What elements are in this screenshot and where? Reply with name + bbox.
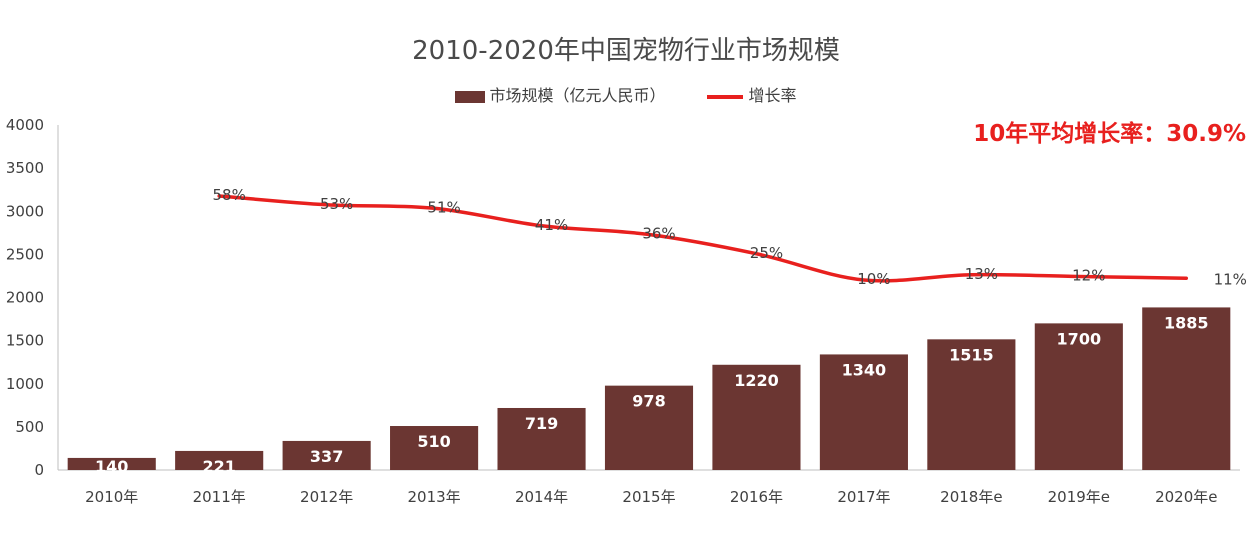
- bar: [282, 440, 371, 470]
- growth-rate-label: 25%: [750, 244, 783, 262]
- bar-value-label: 1340: [842, 360, 887, 379]
- chart-title: 2010-2020年中国宠物行业市场规模: [412, 36, 840, 66]
- bar: [497, 407, 586, 470]
- bar-value-label: 140: [95, 457, 128, 476]
- bar-value-label: 978: [632, 392, 665, 411]
- bar-value-label: 337: [310, 447, 343, 466]
- bar-value-label: 1700: [1057, 329, 1102, 348]
- bar: [67, 457, 156, 470]
- growth-rate-label: 51%: [427, 198, 460, 216]
- growth-rate-line: [217, 194, 1189, 283]
- bar: [712, 364, 801, 470]
- y-tick-label: 1500: [6, 332, 44, 350]
- legend-line-swatch: [706, 94, 743, 99]
- x-tick-label: 2014年: [515, 488, 568, 506]
- x-tick-label: 2010年: [85, 488, 138, 506]
- legend: 市场规模（亿元人民币） 增长率: [0, 82, 1252, 106]
- bar: [927, 339, 1016, 470]
- legend-bar-swatch: [455, 90, 486, 103]
- average-growth-annotation: 10年平均增长率：30.9%: [973, 121, 1246, 147]
- bar-value-label: 1220: [734, 371, 779, 390]
- x-tick-label: 2012年: [300, 488, 353, 506]
- x-tick-label: 2019年e: [1048, 488, 1110, 506]
- growth-rate-label: 10%: [857, 270, 890, 288]
- y-tick-label: 3500: [6, 159, 44, 177]
- bar-value-label: 1885: [1164, 313, 1209, 332]
- legend-item-market-size: 市场规模（亿元人民币）: [455, 82, 665, 106]
- growth-rate-label: 53%: [320, 195, 353, 213]
- legend-label-growth-rate: 增长率: [748, 86, 797, 105]
- x-tick-label: 2011年: [193, 488, 246, 506]
- growth-rate-label: 12%: [1072, 267, 1105, 285]
- y-tick-label: 0: [34, 461, 44, 479]
- legend-item-growth-rate: 增长率: [706, 82, 797, 106]
- legend-label-market-size: 市场规模（亿元人民币）: [489, 86, 666, 105]
- bar-value-label: 1515: [949, 345, 994, 364]
- x-tick-label: 2015年: [622, 488, 675, 506]
- growth-rate-label: 13%: [965, 265, 998, 283]
- bar: [604, 385, 694, 470]
- x-tick-label: 2018年e: [940, 488, 1002, 506]
- y-tick-label: 2000: [6, 289, 44, 307]
- x-tick-label: 2020年e: [1155, 488, 1217, 506]
- bar-value-label: 221: [202, 457, 235, 476]
- bar-value-label: 510: [417, 432, 450, 451]
- y-tick-label: 500: [15, 418, 44, 436]
- y-tick-label: 1000: [6, 375, 44, 393]
- y-tick-label: 2500: [6, 245, 44, 263]
- growth-rate-label: 36%: [642, 225, 675, 243]
- bar: [819, 354, 908, 470]
- growth-rate-label: 58%: [213, 186, 246, 204]
- x-tick-label: 2016年: [730, 488, 783, 506]
- x-tick-label: 2013年: [407, 488, 460, 506]
- y-tick-label: 3000: [6, 202, 44, 220]
- bar: [390, 426, 479, 470]
- x-tick-label: 2017年: [837, 488, 890, 506]
- bar-value-label: 719: [525, 414, 558, 433]
- growth-rate-label: 41%: [535, 216, 568, 234]
- y-tick-label: 4000: [6, 116, 44, 134]
- bar: [175, 450, 264, 470]
- bar: [1034, 323, 1123, 470]
- bar: [1142, 307, 1231, 470]
- growth-rate-label: 11%: [1214, 270, 1247, 288]
